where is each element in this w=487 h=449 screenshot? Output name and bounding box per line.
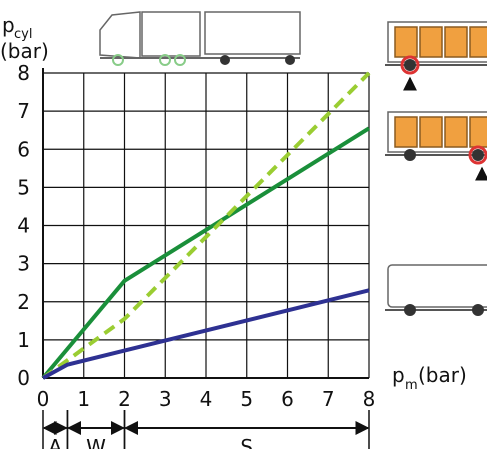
x-tick-label: 2 (118, 387, 131, 411)
y-tick-label: 7 (17, 99, 30, 123)
x-label: p (392, 363, 405, 387)
series-line (42, 288, 370, 380)
region-label: A (48, 435, 62, 449)
wagon-illustration (385, 21, 487, 91)
y-tick-label: 2 (17, 290, 30, 314)
series-line (41, 126, 371, 380)
y-tick-label: 4 (17, 214, 30, 238)
x-tick-label: 5 (240, 387, 253, 411)
x-tick-label: 4 (200, 387, 213, 411)
x-label-sub: m (405, 378, 418, 393)
truck-illustration (99, 11, 301, 66)
y-label-sub: cyl (14, 27, 32, 42)
y-label-unit: (bar) (0, 39, 49, 63)
y-tick-label: 0 (17, 366, 30, 390)
x-tick-label: 3 (159, 387, 172, 411)
x-tick-label: 7 (322, 387, 335, 411)
region-label: S (240, 435, 253, 449)
y-tick-label: 8 (17, 61, 30, 85)
y-label: p (2, 13, 15, 37)
x-tick-label: 8 (363, 387, 376, 411)
series-line (41, 71, 371, 380)
x-tick-label: 6 (281, 387, 294, 411)
wagon-illustration (385, 111, 487, 181)
wagon-illustration (385, 264, 487, 316)
y-tick-label: 5 (17, 175, 30, 199)
y-tick-label: 1 (17, 328, 30, 352)
region-label: W (86, 435, 106, 449)
x-tick-label: 0 (37, 387, 50, 411)
x-tick-label: 1 (77, 387, 90, 411)
x-label-unit: (bar) (418, 363, 467, 387)
y-tick-label: 6 (17, 137, 30, 161)
y-tick-label: 3 (17, 252, 30, 276)
